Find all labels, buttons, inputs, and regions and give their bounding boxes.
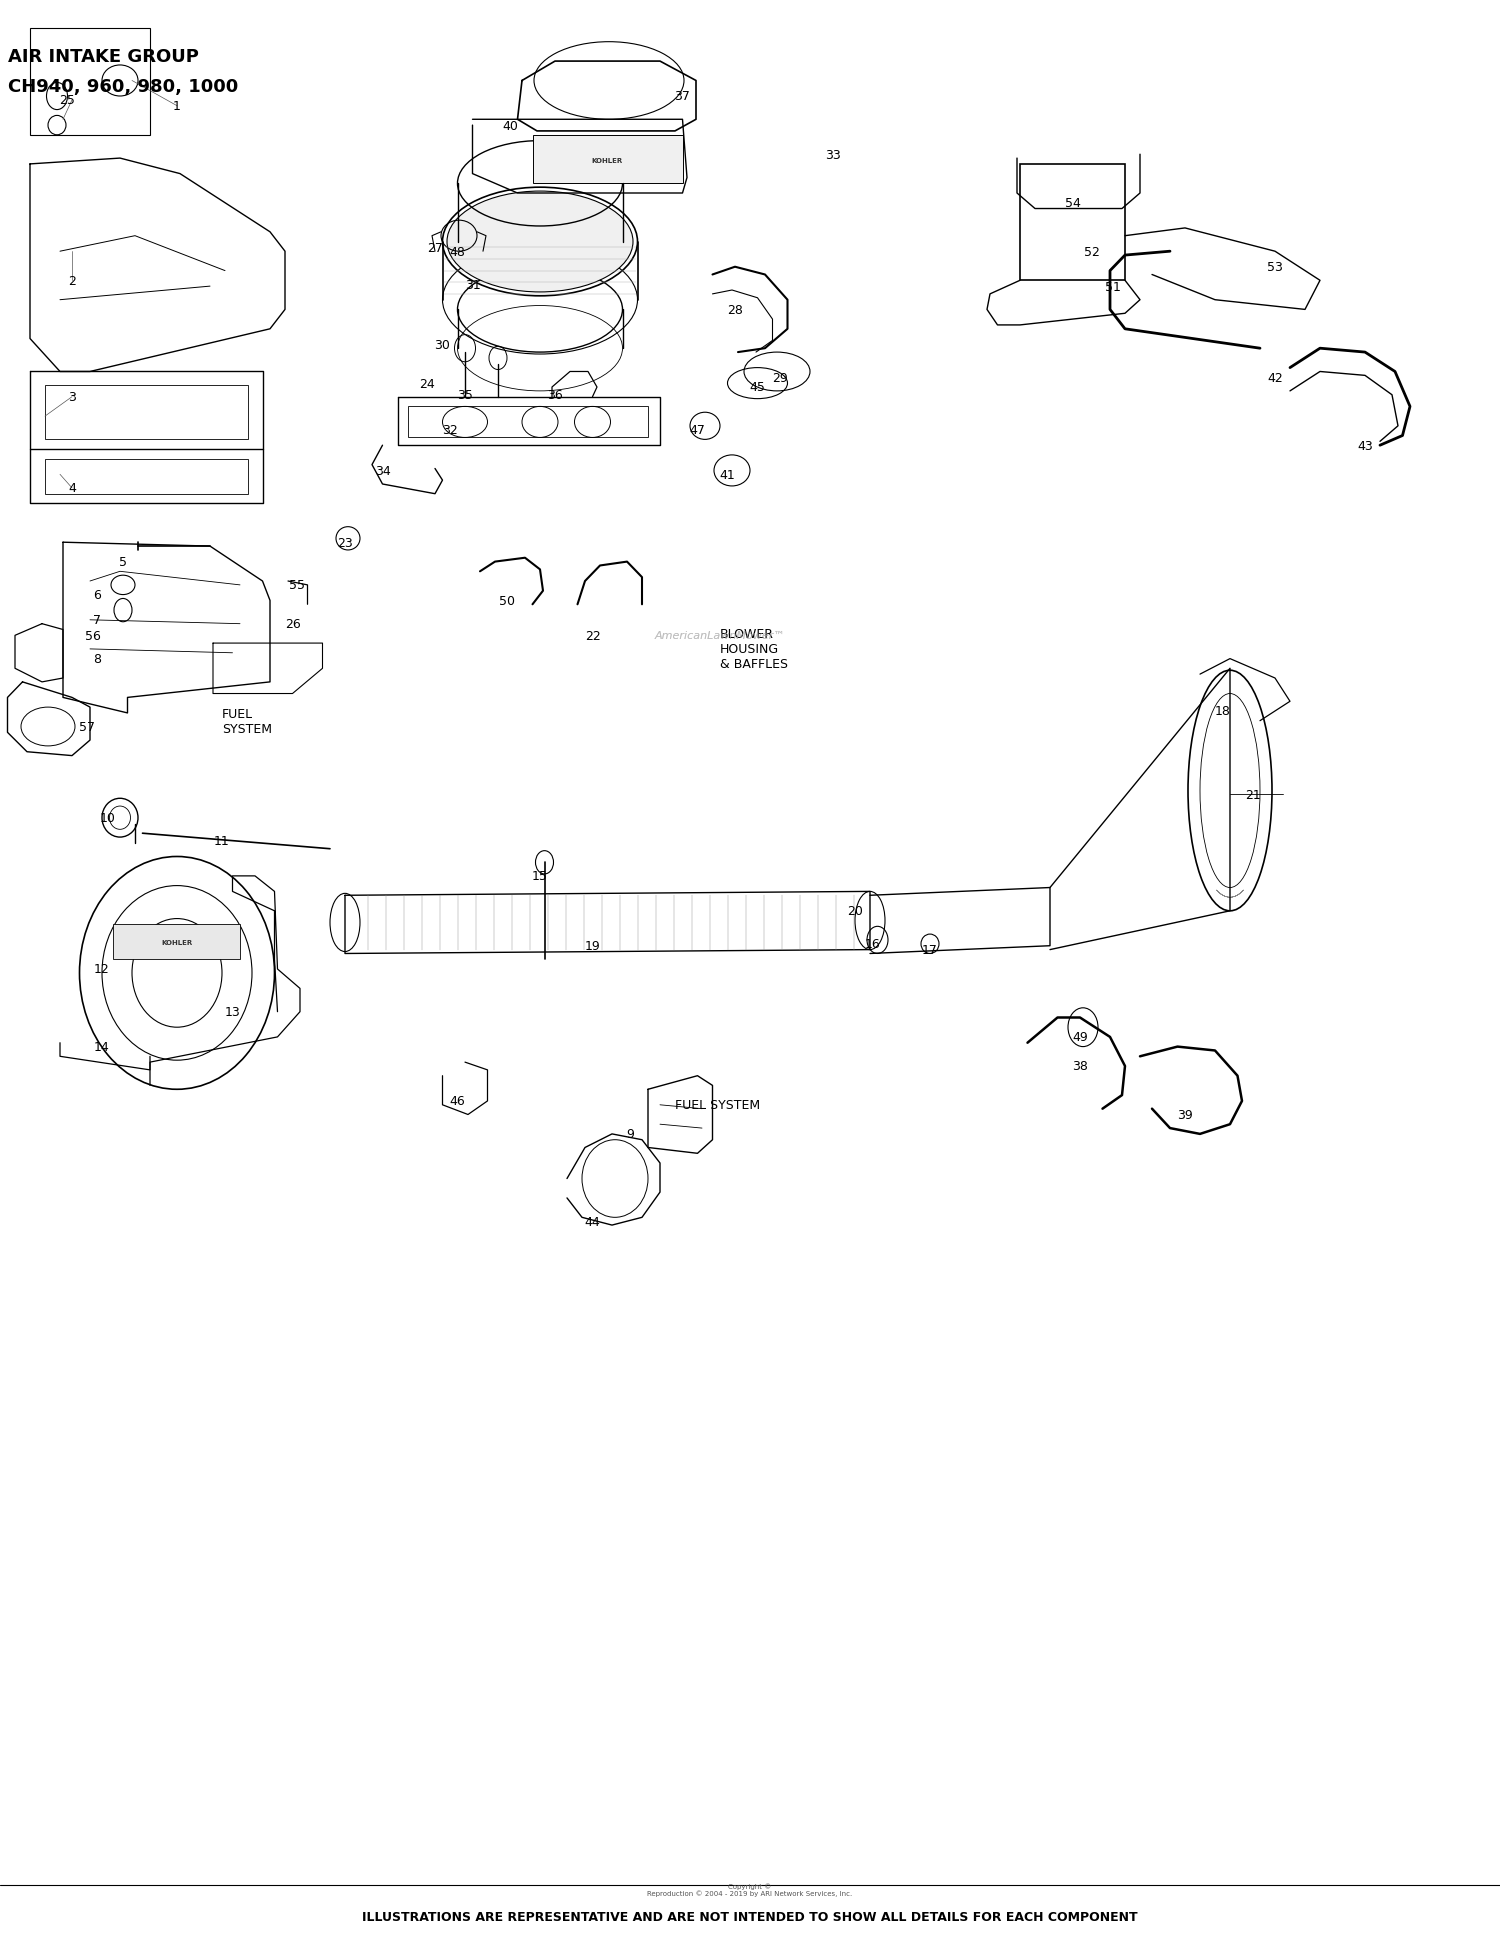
- Text: 9: 9: [626, 1128, 634, 1140]
- Bar: [30, 29, 150, 136]
- Bar: [1020, 165, 1125, 281]
- Bar: [45, 460, 248, 494]
- Bar: [532, 136, 682, 184]
- Text: 34: 34: [375, 465, 390, 477]
- Text: 15: 15: [532, 871, 548, 882]
- Text: 46: 46: [450, 1096, 465, 1107]
- Text: 11: 11: [214, 836, 230, 847]
- Text: 35: 35: [458, 390, 472, 401]
- Text: 43: 43: [1358, 440, 1372, 452]
- Text: 24: 24: [420, 378, 435, 390]
- Ellipse shape: [447, 192, 633, 293]
- Text: 33: 33: [825, 149, 840, 161]
- Text: 44: 44: [585, 1216, 600, 1227]
- Text: 17: 17: [922, 944, 938, 956]
- Text: 8: 8: [93, 653, 102, 665]
- Text: ILLUSTRATIONS ARE REPRESENTATIVE AND ARE NOT INTENDED TO SHOW ALL DETAILS FOR EA: ILLUSTRATIONS ARE REPRESENTATIVE AND ARE…: [362, 1910, 1138, 1923]
- Text: 2: 2: [68, 275, 76, 287]
- Text: 57: 57: [80, 721, 94, 733]
- Text: 6: 6: [93, 589, 102, 601]
- Text: 3: 3: [68, 392, 76, 403]
- Text: 32: 32: [442, 425, 458, 436]
- Text: 48: 48: [450, 246, 465, 258]
- Text: AmericanLawnMower™: AmericanLawnMower™: [654, 630, 786, 642]
- Text: 30: 30: [435, 339, 450, 351]
- Text: 12: 12: [94, 964, 110, 975]
- Text: 4: 4: [68, 483, 76, 494]
- Text: 16: 16: [865, 938, 880, 950]
- Text: 38: 38: [1072, 1061, 1088, 1072]
- Bar: [45, 386, 248, 440]
- Text: 54: 54: [1065, 198, 1080, 209]
- Bar: [408, 407, 648, 438]
- Text: FUEL SYSTEM: FUEL SYSTEM: [675, 1099, 760, 1111]
- Text: 39: 39: [1178, 1109, 1192, 1121]
- Text: 21: 21: [1245, 789, 1260, 801]
- Text: 53: 53: [1268, 262, 1282, 273]
- Text: 22: 22: [585, 630, 600, 642]
- Text: 45: 45: [750, 382, 765, 394]
- Text: 50: 50: [500, 595, 514, 607]
- Text: 55: 55: [290, 580, 304, 591]
- Text: 36: 36: [548, 390, 562, 401]
- Text: 41: 41: [720, 469, 735, 481]
- Text: FUEL
SYSTEM: FUEL SYSTEM: [222, 708, 272, 735]
- Text: Copyright ©
Reproduction © 2004 - 2019 by ARI Network Services, Inc.: Copyright © Reproduction © 2004 - 2019 b…: [648, 1883, 852, 1896]
- Text: 10: 10: [100, 812, 116, 824]
- Text: 49: 49: [1072, 1032, 1088, 1043]
- Bar: [112, 925, 240, 960]
- Text: 37: 37: [675, 91, 690, 103]
- Text: CH940, 960, 980, 1000: CH940, 960, 980, 1000: [8, 78, 237, 95]
- Text: 29: 29: [772, 372, 788, 384]
- Text: 40: 40: [503, 120, 518, 132]
- Text: AIR INTAKE GROUP: AIR INTAKE GROUP: [8, 48, 198, 66]
- Text: 31: 31: [465, 279, 480, 291]
- Text: 14: 14: [94, 1041, 110, 1053]
- Text: 25: 25: [60, 95, 75, 107]
- Text: BLOWER
HOUSING
& BAFFLES: BLOWER HOUSING & BAFFLES: [720, 628, 788, 671]
- Text: KOHLER: KOHLER: [592, 157, 622, 165]
- Text: 5: 5: [118, 556, 128, 568]
- Text: 7: 7: [93, 615, 102, 626]
- Text: 51: 51: [1106, 281, 1120, 293]
- Text: 56: 56: [86, 630, 100, 642]
- Text: 18: 18: [1215, 706, 1230, 717]
- Text: 42: 42: [1268, 372, 1282, 384]
- Text: 23: 23: [338, 537, 352, 549]
- Text: 52: 52: [1084, 246, 1100, 258]
- Text: 27: 27: [427, 242, 442, 254]
- Text: 19: 19: [585, 940, 600, 952]
- Text: 26: 26: [285, 619, 300, 630]
- Text: KOHLER: KOHLER: [162, 938, 192, 946]
- Text: 1: 1: [172, 101, 182, 112]
- Text: 13: 13: [225, 1006, 240, 1018]
- Text: AmericanLawnMower™: AmericanLawnMower™: [654, 630, 786, 642]
- Text: 20: 20: [847, 906, 862, 917]
- Text: 47: 47: [690, 425, 705, 436]
- Text: 28: 28: [728, 304, 742, 316]
